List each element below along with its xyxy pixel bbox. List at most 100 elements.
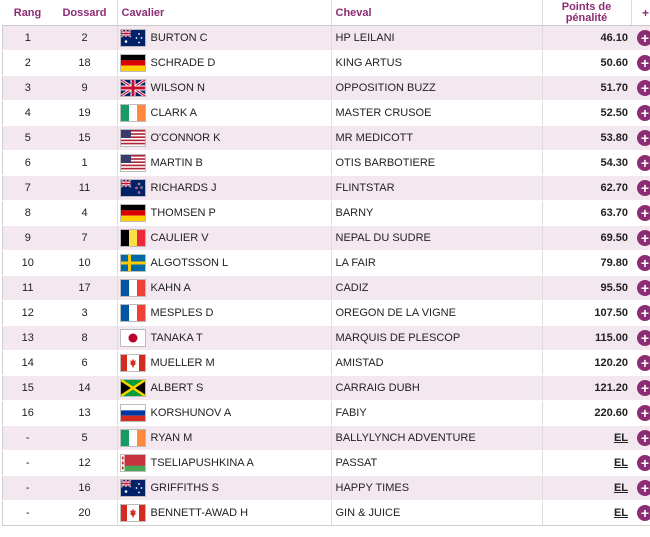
table-row: 10 10 ALGOTSSON L LA FAIR 79.80 + <box>2 250 650 276</box>
cavalier-cell: BURTON C <box>116 25 331 51</box>
points-cell: EL <box>541 475 631 501</box>
cheval-cell: OPPOSITION BUZZ <box>330 75 542 101</box>
col-points-header[interactable]: Points de pénalité <box>541 0 631 26</box>
rang-cell: 15 <box>2 375 53 401</box>
expand-plus-button[interactable]: + <box>637 130 650 146</box>
expand-plus-button[interactable]: + <box>637 480 650 496</box>
expand-plus-button[interactable]: + <box>637 180 650 196</box>
dossard-cell: 2 <box>52 25 117 51</box>
flag-icon <box>120 330 145 346</box>
dossard-cell: 18 <box>52 50 117 76</box>
cavalier-cell: TSELIAPUSHKINA A <box>116 450 331 476</box>
expand-plus-button[interactable]: + <box>637 155 650 171</box>
expand-plus-button[interactable]: + <box>637 455 650 471</box>
expand-plus-button[interactable]: + <box>637 255 650 271</box>
expand-cell: + <box>631 475 650 501</box>
expand-cell: + <box>631 300 650 326</box>
dossard-cell: 13 <box>52 400 117 426</box>
expand-cell: + <box>631 375 650 401</box>
flag-icon <box>120 230 145 246</box>
expand-cell: + <box>631 500 650 526</box>
rang-cell: 1 <box>2 25 53 51</box>
flag-icon <box>120 480 145 496</box>
expand-plus-button[interactable]: + <box>637 305 650 321</box>
dossard-cell: 9 <box>52 75 117 101</box>
expand-plus-button[interactable]: + <box>637 55 650 71</box>
dossard-cell: 19 <box>52 100 117 126</box>
points-cell: 121.20 <box>541 375 631 401</box>
cavalier-name: CLARK A <box>150 107 197 119</box>
dossard-cell: 8 <box>52 325 117 351</box>
dossard-cell: 15 <box>52 125 117 151</box>
expand-cell: + <box>631 100 650 126</box>
table-row: 9 7 CAULIER V NEPAL DU SUDRE 69.50 + <box>2 225 650 251</box>
col-cavalier-header[interactable]: Cavalier <box>116 0 331 26</box>
expand-plus-button[interactable]: + <box>637 330 650 346</box>
expand-cell: + <box>631 50 650 76</box>
col-cheval-header[interactable]: Cheval <box>330 0 542 26</box>
cavalier-name: BENNETT-AWAD H <box>150 507 249 519</box>
rang-cell: 9 <box>2 225 53 251</box>
expand-cell: + <box>631 125 650 151</box>
table-row: 11 17 KAHN A CADIZ 95.50 + <box>2 275 650 301</box>
expand-plus-button[interactable]: + <box>637 105 650 121</box>
rang-cell: 5 <box>2 125 53 151</box>
expand-plus-button[interactable]: + <box>637 30 650 46</box>
cavalier-cell: GRIFFITHS S <box>116 475 331 501</box>
flag-icon <box>120 430 145 446</box>
expand-cell: + <box>631 400 650 426</box>
cheval-cell: MARQUIS DE PLESCOP <box>330 325 542 351</box>
col-rang-header[interactable]: Rang <box>2 0 53 26</box>
cavalier-cell: ALGOTSSON L <box>116 250 331 276</box>
cavalier-name: SCHRADE D <box>150 57 216 69</box>
dossard-cell: 11 <box>52 175 117 201</box>
flag-icon <box>120 205 145 221</box>
points-value[interactable]: EL <box>613 482 628 494</box>
expand-cell: + <box>631 75 650 101</box>
points-cell: 54.30 <box>541 150 631 176</box>
cavalier-name: MESPLES D <box>150 307 214 319</box>
cavalier-cell: WILSON N <box>116 75 331 101</box>
dossard-cell: 5 <box>52 425 117 451</box>
flag-icon <box>120 55 145 71</box>
rang-cell: 14 <box>2 350 53 376</box>
rang-cell: 3 <box>2 75 53 101</box>
rang-cell: 10 <box>2 250 53 276</box>
points-cell: 63.70 <box>541 200 631 226</box>
expand-plus-button[interactable]: + <box>637 380 650 396</box>
expand-plus-button[interactable]: + <box>637 80 650 96</box>
expand-plus-button[interactable]: + <box>637 280 650 296</box>
cavalier-cell: ALBERT S <box>116 375 331 401</box>
expand-cell: + <box>631 350 650 376</box>
expand-plus-button[interactable]: + <box>637 205 650 221</box>
expand-cell: + <box>631 225 650 251</box>
dossard-cell: 4 <box>52 200 117 226</box>
expand-cell: + <box>631 425 650 451</box>
cheval-cell: PASSAT <box>330 450 542 476</box>
points-value[interactable]: EL <box>613 457 628 469</box>
header-row: Rang Dossard Cavalier Cheval Points de p… <box>2 0 650 26</box>
cavalier-cell: CAULIER V <box>116 225 331 251</box>
expand-plus-button[interactable]: + <box>637 430 650 446</box>
points-cell: 50.60 <box>541 50 631 76</box>
points-cell: 107.50 <box>541 300 631 326</box>
cheval-cell: AMISTAD <box>330 350 542 376</box>
col-dossard-header[interactable]: Dossard <box>52 0 117 26</box>
expand-plus-button[interactable]: + <box>637 405 650 421</box>
expand-plus-button[interactable]: + <box>637 230 650 246</box>
rang-cell: - <box>2 475 53 501</box>
expand-plus-button[interactable]: + <box>637 505 650 521</box>
expand-plus-button[interactable]: + <box>637 355 650 371</box>
cavalier-name: ALBERT S <box>150 382 204 394</box>
table-row: -16 GRIFFITHS S HAPPY TIMES EL + <box>2 475 650 501</box>
table-row: 3 9 WILSON N OPPOSITION BUZZ 51.70 + <box>2 75 650 101</box>
expand-cell: + <box>631 200 650 226</box>
points-value: 69.50 <box>600 232 628 244</box>
table-row: 8 4 THOMSEN P BARNY 63.70 + <box>2 200 650 226</box>
points-value[interactable]: EL <box>613 507 628 519</box>
dossard-cell: 12 <box>52 450 117 476</box>
cavalier-cell: KORSHUNOV A <box>116 400 331 426</box>
points-value[interactable]: EL <box>613 432 628 444</box>
rang-cell: 7 <box>2 175 53 201</box>
table-row: 1 2 BURTON C HP LEILANI 46.10 + <box>2 25 650 51</box>
